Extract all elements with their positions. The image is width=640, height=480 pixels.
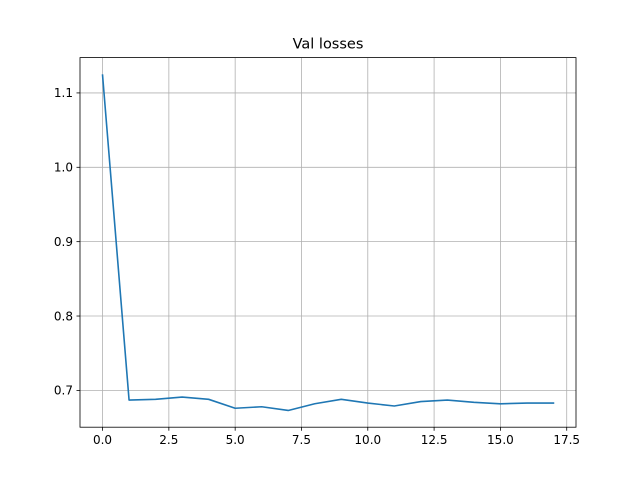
y-tick-label: 1.0 — [54, 161, 73, 175]
x-tick-label: 12.5 — [421, 433, 448, 447]
y-tick-label: 0.8 — [54, 309, 73, 323]
grid — [80, 57, 576, 428]
chart-title: Val losses — [293, 37, 364, 53]
x-tick-label: 5.0 — [226, 433, 245, 447]
plot-frame — [79, 57, 577, 428]
x-axis: 0.0 2.5 5.0 7.5 10.0 12.5 15.0 17.5 — [93, 427, 580, 447]
series-line — [101, 74, 555, 412]
x-tick-label: 7.5 — [292, 433, 311, 447]
y-tick-label: 1.1 — [54, 86, 73, 100]
x-tick-label: 17.5 — [553, 433, 580, 447]
x-tick-label: 2.5 — [159, 433, 178, 447]
y-tick-label: 0.9 — [54, 235, 73, 249]
y-tick-label: 0.7 — [54, 384, 73, 398]
y-axis: 0.7 0.8 0.9 1.0 1.1 — [54, 86, 80, 398]
x-tick-label: 10.0 — [354, 433, 381, 447]
x-tick-label: 0.0 — [93, 433, 112, 447]
x-tick-label: 15.0 — [487, 433, 514, 447]
series-layer — [101, 74, 555, 412]
